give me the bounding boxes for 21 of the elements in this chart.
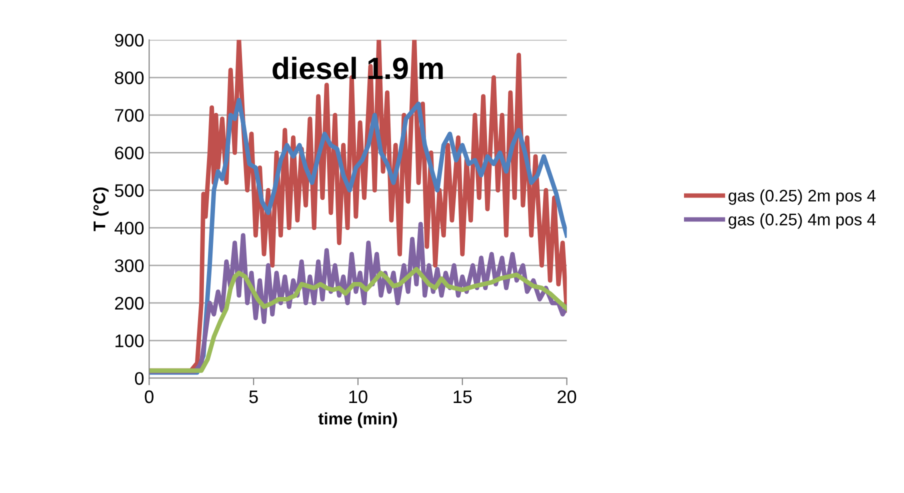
x-tick-label: 0 [144, 390, 154, 404]
x-axis-title: time (min) [318, 412, 397, 428]
y-tick-label: 800 [114, 71, 144, 84]
y-tick-label: 500 [114, 184, 144, 197]
x-tick-label: 5 [249, 390, 258, 404]
y-tick-label: 600 [115, 146, 144, 160]
y-tick-label: 300 [114, 259, 144, 272]
x-tick-label: 15 [454, 390, 472, 404]
y-tick-label: 200 [115, 296, 144, 310]
line-series [149, 98, 567, 375]
x-tick-label: 20 [558, 390, 576, 404]
legend-label: gas (0.25) 2m pos 4 [728, 189, 876, 205]
x-tick-label: 10 [349, 390, 368, 404]
y-tick-label: 700 [115, 109, 144, 122]
y-tick-label: 400 [114, 222, 144, 235]
legend-label: gas (0.25) 4m pos 4 [728, 213, 876, 229]
y-tick-label: 900 [115, 34, 144, 47]
line-series [149, 266, 567, 373]
y-tick-label: 100 [116, 334, 144, 348]
y-tick-label: 0 [134, 372, 144, 385]
y-axis-title: T (°C) [93, 188, 109, 232]
